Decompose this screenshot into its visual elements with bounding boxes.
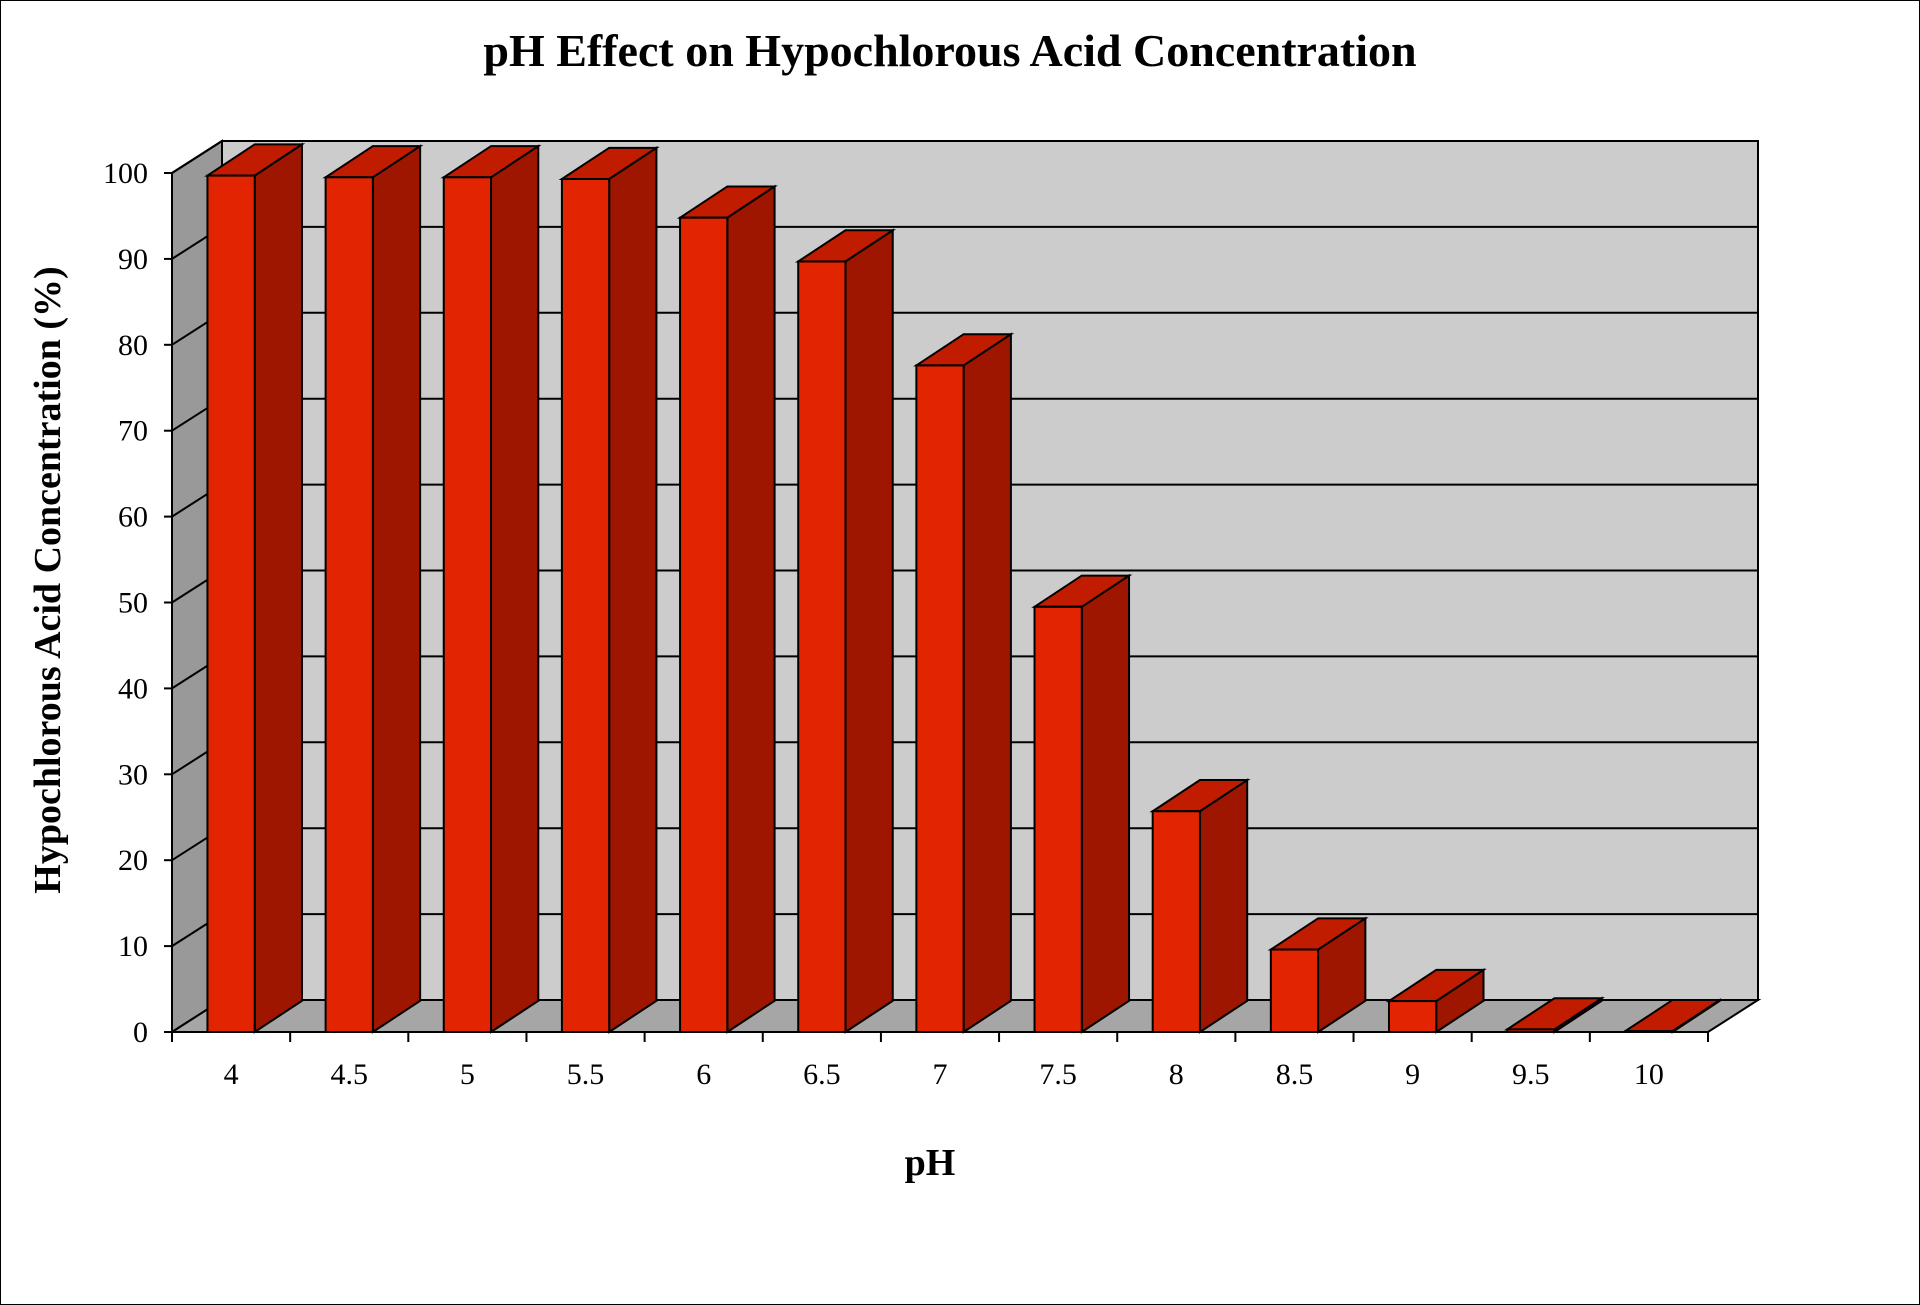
y-tick-label: 30 [118,758,148,791]
bar [1031,573,1133,1034]
y-axis-title: Hypochlorous Acid Concentration (%) [27,266,69,893]
x-tick-label: 6 [696,1058,711,1091]
bar [1149,778,1251,1034]
bar-front [560,178,611,1033]
bar-front [797,260,847,1033]
bar [1267,916,1369,1034]
y-tick-label: 0 [133,1016,148,1049]
y-tick-label: 90 [118,243,148,276]
x-tick-label: 9.5 [1512,1058,1550,1091]
bar-side [608,145,658,1034]
y-tick-label: 50 [118,587,148,620]
bar-front [679,216,729,1033]
gridline [171,140,1758,174]
bar-front [442,176,493,1034]
x-tick-label: 8.5 [1276,1058,1314,1091]
x-tick-label: 4 [224,1058,239,1091]
bar [794,228,897,1034]
bar-front [1151,810,1201,1033]
x-tick-label: 8 [1169,1058,1184,1091]
chart-title: pH Effect on Hypochlorous Acid Concentra… [483,25,1416,76]
x-axis: 4 4.5 5 5.5 6 6.5 7 7.5 8 8.5 9 9.5 10 [171,1031,1709,1091]
bar [322,144,424,1034]
bar-side [1080,573,1131,1034]
x-tick-label: 4.5 [330,1058,368,1091]
bar [913,332,1015,1034]
y-tick-label: 100 [103,157,148,190]
x-axis-title: pH [905,1142,956,1184]
bar [204,142,306,1034]
bar-side [253,142,303,1034]
bar [676,184,778,1034]
y-tick-label: 80 [118,329,148,362]
y-tick-label: 70 [118,415,148,448]
y-tick-label: 40 [118,672,148,705]
bar-front [206,174,256,1033]
bar-side [962,332,1012,1034]
bar-front [915,364,965,1033]
bar-front [1033,605,1083,1033]
y-axis: 0 10 20 30 40 50 60 70 80 90 100 [103,157,173,1049]
bar-side [490,144,540,1034]
x-tick-label: 10 [1634,1058,1664,1091]
bar-side [371,144,422,1034]
x-tick-label: 5 [460,1058,475,1091]
bar-side [1198,778,1249,1034]
bar-front [324,176,374,1034]
bar [440,144,542,1034]
bar-side [726,184,776,1034]
bar-front [1269,948,1320,1034]
x-tick-label: 6.5 [803,1058,841,1091]
x-tick-label: 7 [933,1058,948,1091]
bar-side [844,228,894,1034]
bar-front [1387,1000,1438,1033]
bars [204,142,1724,1034]
bar [558,145,660,1034]
x-tick-label: 9 [1405,1058,1420,1091]
x-tick-label: 7.5 [1039,1058,1077,1091]
y-tick-label: 10 [118,930,148,963]
y-tick-label: 20 [118,844,148,877]
y-tick-label: 60 [118,501,148,534]
x-tick-label: 5.5 [567,1058,605,1091]
